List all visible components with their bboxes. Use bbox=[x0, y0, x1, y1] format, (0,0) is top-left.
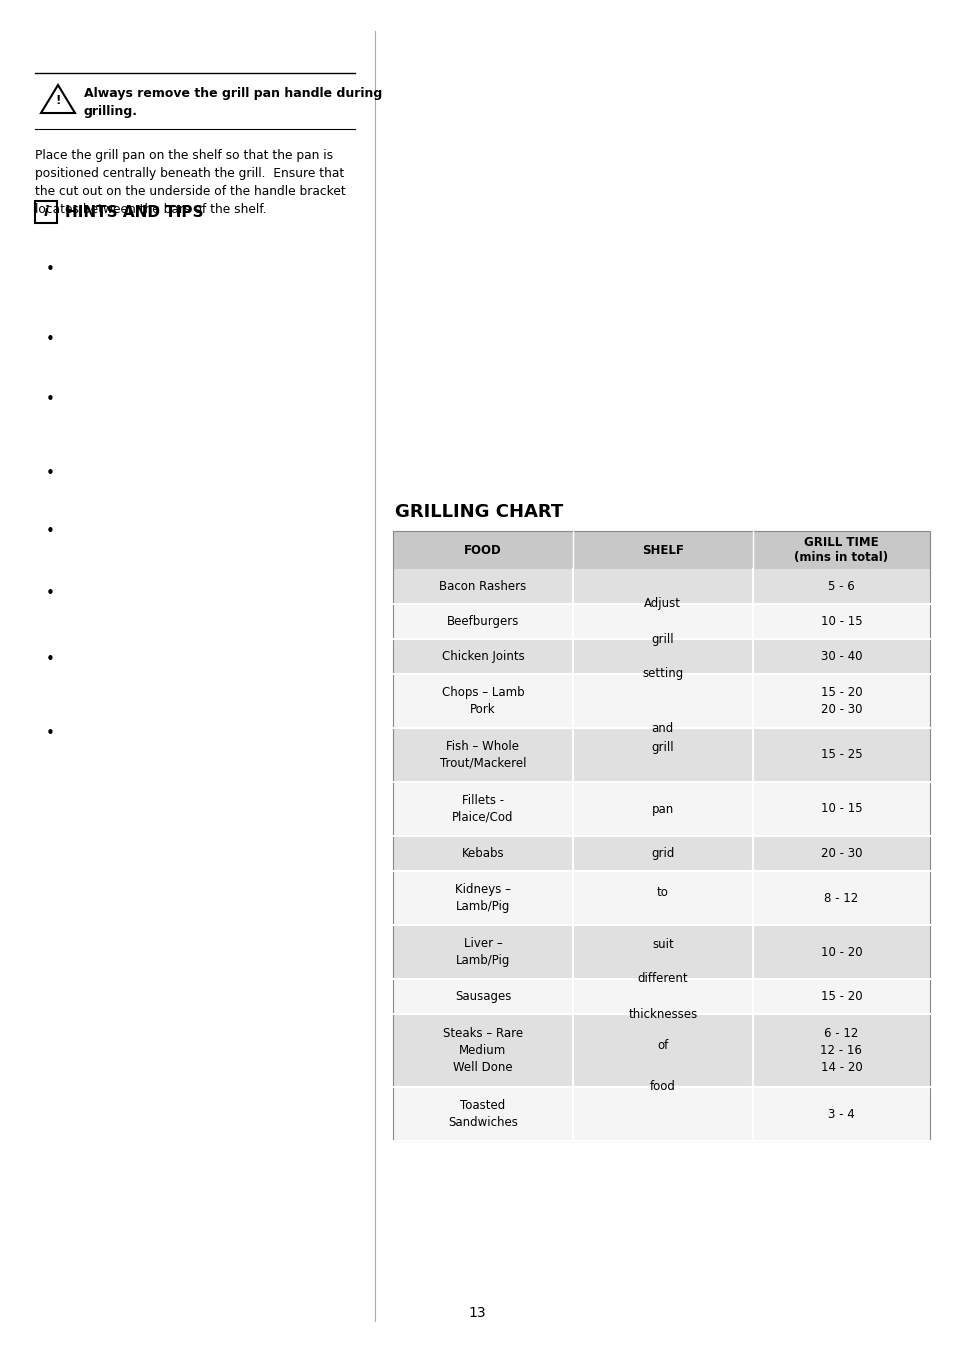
Text: •: • bbox=[46, 262, 54, 277]
Text: Adjust: Adjust bbox=[643, 597, 680, 611]
Text: the cut out on the underside of the handle bracket: the cut out on the underside of the hand… bbox=[35, 185, 345, 199]
Text: GRILL TIME
(mins in total): GRILL TIME (mins in total) bbox=[794, 535, 887, 565]
Text: Kebabs: Kebabs bbox=[461, 847, 504, 861]
Text: •: • bbox=[46, 523, 54, 539]
Text: 5 - 6: 5 - 6 bbox=[827, 580, 854, 593]
Text: Toasted
Sandwiches: Toasted Sandwiches bbox=[448, 1098, 517, 1129]
Text: of: of bbox=[657, 1039, 668, 1052]
Bar bbox=[393, 836, 929, 871]
Text: Kidneys –
Lamb/Pig: Kidneys – Lamb/Pig bbox=[455, 884, 511, 913]
Bar bbox=[393, 979, 929, 1015]
Text: •: • bbox=[46, 585, 54, 600]
Text: •: • bbox=[46, 331, 54, 346]
Bar bbox=[393, 604, 929, 639]
Bar bbox=[393, 925, 929, 979]
Text: Place the grill pan on the shelf so that the pan is: Place the grill pan on the shelf so that… bbox=[35, 149, 333, 162]
Text: 10 - 15: 10 - 15 bbox=[820, 615, 862, 628]
Text: 15 - 20
20 - 30: 15 - 20 20 - 30 bbox=[820, 686, 862, 716]
Text: pan: pan bbox=[651, 802, 673, 816]
Text: HINTS AND TIPS: HINTS AND TIPS bbox=[65, 205, 203, 220]
Bar bbox=[393, 531, 929, 569]
Text: GRILLING CHART: GRILLING CHART bbox=[395, 503, 562, 521]
Text: Chicken Joints: Chicken Joints bbox=[441, 650, 524, 663]
Text: locates between the bars of the shelf.: locates between the bars of the shelf. bbox=[35, 203, 266, 216]
Text: suit: suit bbox=[651, 938, 673, 951]
Text: SHELF: SHELF bbox=[641, 543, 683, 557]
Text: i: i bbox=[44, 205, 49, 219]
Text: 13: 13 bbox=[468, 1306, 485, 1320]
Text: Always remove the grill pan handle during
grilling.: Always remove the grill pan handle durin… bbox=[84, 86, 382, 118]
Text: 15 - 20: 15 - 20 bbox=[820, 990, 862, 1002]
Bar bbox=[393, 674, 929, 728]
Text: 30 - 40: 30 - 40 bbox=[820, 650, 862, 663]
Text: 15 - 25: 15 - 25 bbox=[820, 748, 862, 762]
Text: Sausages: Sausages bbox=[455, 990, 511, 1002]
Bar bbox=[393, 782, 929, 836]
Text: 6 - 12
12 - 16
14 - 20: 6 - 12 12 - 16 14 - 20 bbox=[820, 1027, 862, 1074]
Text: •: • bbox=[46, 725, 54, 740]
Bar bbox=[393, 531, 929, 1142]
Text: !: ! bbox=[55, 95, 61, 108]
Text: •: • bbox=[46, 651, 54, 666]
Bar bbox=[393, 1015, 929, 1088]
Text: 10 - 15: 10 - 15 bbox=[820, 802, 862, 816]
Text: FOOD: FOOD bbox=[463, 543, 501, 557]
Text: 10 - 20: 10 - 20 bbox=[820, 946, 862, 958]
Text: different: different bbox=[637, 973, 687, 985]
Text: and: and bbox=[651, 721, 673, 735]
FancyBboxPatch shape bbox=[35, 201, 57, 223]
Text: grill: grill bbox=[651, 632, 674, 646]
Text: Beefburgers: Beefburgers bbox=[446, 615, 518, 628]
Text: Chops – Lamb
Pork: Chops – Lamb Pork bbox=[441, 686, 524, 716]
Text: grid: grid bbox=[651, 847, 674, 861]
Text: Steaks – Rare
Medium
Well Done: Steaks – Rare Medium Well Done bbox=[442, 1027, 522, 1074]
Text: to: to bbox=[657, 886, 668, 900]
Text: Fillets -
Plaice/Cod: Fillets - Plaice/Cod bbox=[452, 794, 513, 824]
Bar bbox=[393, 569, 929, 604]
Text: setting: setting bbox=[641, 667, 682, 681]
Text: 20 - 30: 20 - 30 bbox=[820, 847, 862, 861]
Text: Bacon Rashers: Bacon Rashers bbox=[439, 580, 526, 593]
Text: •: • bbox=[46, 466, 54, 481]
Text: grill: grill bbox=[651, 740, 674, 754]
Bar bbox=[393, 871, 929, 925]
Bar bbox=[393, 1088, 929, 1142]
Text: Liver –
Lamb/Pig: Liver – Lamb/Pig bbox=[456, 938, 510, 967]
Text: •: • bbox=[46, 392, 54, 407]
Text: 3 - 4: 3 - 4 bbox=[827, 1108, 854, 1120]
Bar bbox=[393, 639, 929, 674]
Text: positioned centrally beneath the grill.  Ensure that: positioned centrally beneath the grill. … bbox=[35, 168, 344, 180]
Text: 8 - 12: 8 - 12 bbox=[823, 892, 858, 905]
Text: thicknesses: thicknesses bbox=[628, 1008, 697, 1020]
Bar bbox=[393, 728, 929, 782]
Text: food: food bbox=[649, 1081, 675, 1093]
Text: Fish – Whole
Trout/Mackerel: Fish – Whole Trout/Mackerel bbox=[439, 740, 526, 770]
